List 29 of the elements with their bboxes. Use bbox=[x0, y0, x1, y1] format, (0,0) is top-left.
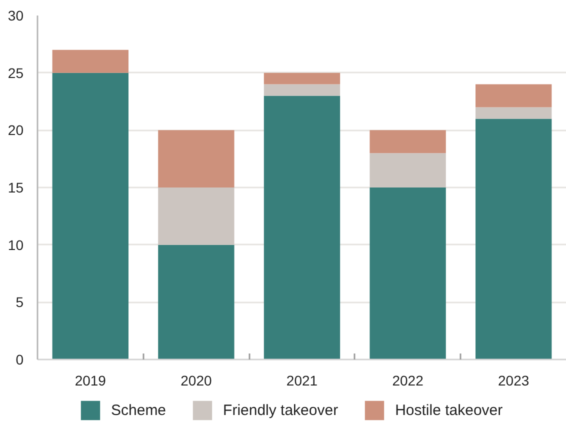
x-tick-label: 2019 bbox=[74, 372, 106, 388]
x-tick-label: 2021 bbox=[286, 372, 318, 388]
x-tick-label: 2020 bbox=[180, 372, 212, 388]
bar bbox=[370, 130, 446, 154]
bar bbox=[52, 50, 128, 73]
y-tick-label: 25 bbox=[8, 64, 24, 81]
legend-label: Friendly takeover bbox=[223, 402, 338, 418]
bar bbox=[476, 84, 552, 108]
bar bbox=[158, 130, 234, 188]
y-tick-label: 0 bbox=[16, 352, 24, 368]
bar bbox=[52, 72, 128, 360]
y-tick-label: 15 bbox=[8, 180, 24, 196]
x-tick-label: 2022 bbox=[392, 372, 424, 388]
legend-label: Scheme bbox=[111, 402, 166, 418]
bar bbox=[264, 96, 340, 360]
bar bbox=[264, 72, 340, 84]
bar bbox=[476, 118, 552, 360]
bar bbox=[370, 153, 446, 188]
y-tick-label: 20 bbox=[8, 122, 24, 138]
x-tick-label: 2023 bbox=[498, 372, 530, 388]
bar bbox=[476, 107, 552, 119]
bar bbox=[158, 188, 234, 245]
y-tick-label: 10 bbox=[8, 236, 24, 253]
legend-label: Hostile takeover bbox=[395, 402, 503, 418]
y-tick-label: 30 bbox=[8, 8, 24, 24]
bar bbox=[264, 84, 340, 96]
bar bbox=[158, 244, 234, 360]
y-tick-label: 5 bbox=[16, 294, 24, 310]
bar bbox=[370, 188, 446, 360]
